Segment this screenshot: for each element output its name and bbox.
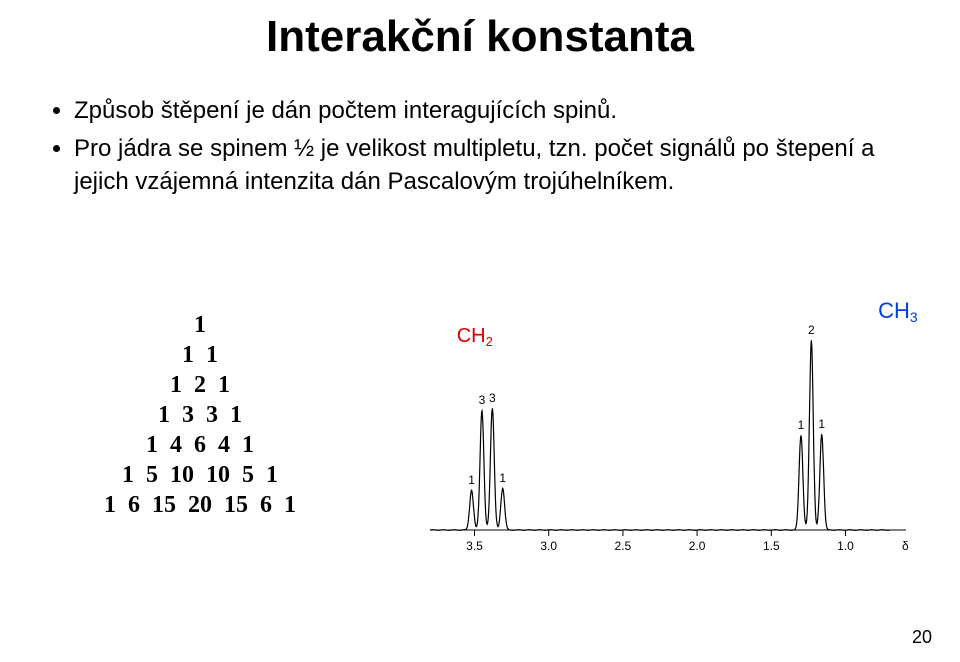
bullet-list: Způsob štěpení je dán počtem interagujíc… (48, 95, 908, 204)
nmr-spectrum: 3.53.02.52.01.51.0δ1331121CH2CH3 (400, 290, 920, 580)
svg-text:3: 3 (479, 393, 486, 407)
svg-text:CH2: CH2 (457, 325, 493, 349)
page-number: 20 (912, 627, 932, 648)
svg-text:2.5: 2.5 (615, 539, 632, 553)
svg-text:1: 1 (798, 418, 805, 432)
svg-text:1.0: 1.0 (837, 539, 854, 553)
svg-text:3.5: 3.5 (466, 539, 483, 553)
svg-text:2.0: 2.0 (689, 539, 706, 553)
svg-text:1: 1 (468, 473, 475, 487)
pascal-triangle: 1 1 1 1 2 1 1 3 3 1 1 4 6 4 1 1 5 10 10 … (50, 310, 350, 520)
bullet-item: Pro jádra se spinem ½ je velikost multip… (74, 133, 908, 198)
svg-text:1: 1 (499, 471, 506, 485)
svg-text:3: 3 (489, 391, 496, 405)
svg-text:CH3: CH3 (878, 298, 918, 325)
svg-text:2: 2 (808, 323, 815, 337)
svg-text:1.5: 1.5 (763, 539, 780, 553)
svg-text:1: 1 (818, 417, 825, 431)
page-title: Interakční konstanta (0, 12, 960, 62)
svg-text:3.0: 3.0 (540, 539, 557, 553)
svg-text:δ: δ (902, 539, 909, 553)
bullet-item: Způsob štěpení je dán počtem interagujíc… (74, 95, 908, 127)
